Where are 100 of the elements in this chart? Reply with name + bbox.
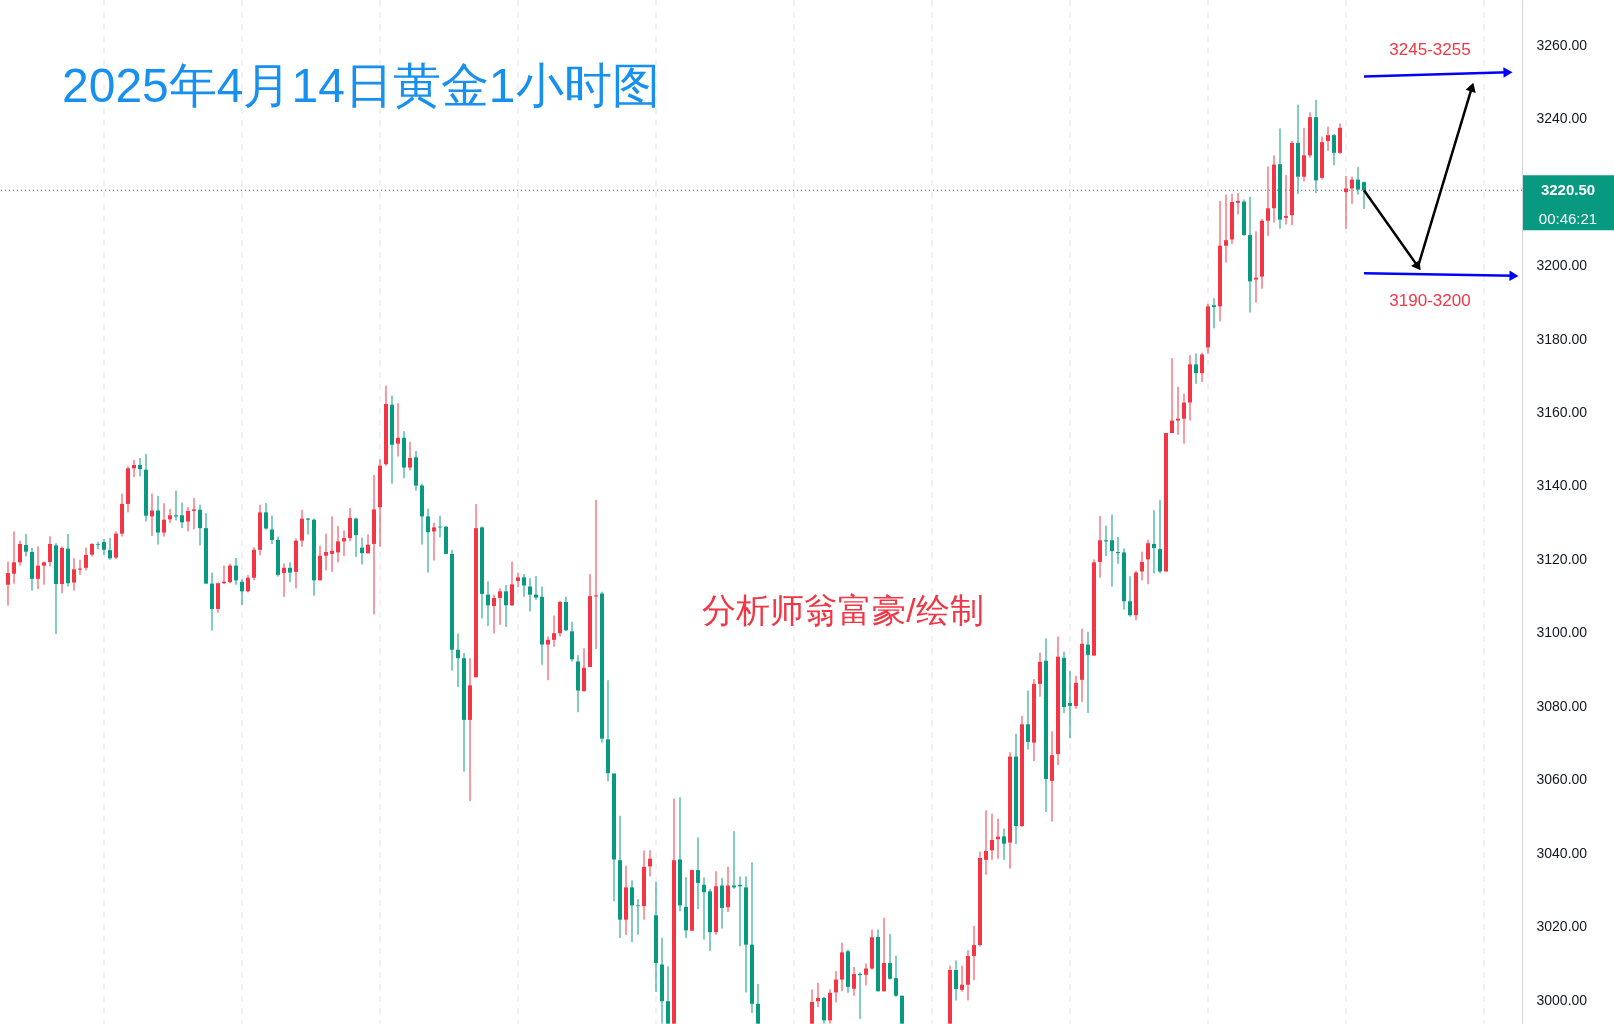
candlestick [78, 559, 82, 576]
candlestick [504, 584, 508, 628]
candlestick [1128, 575, 1132, 618]
annotation: 3190-3200 [1389, 291, 1471, 310]
candlestick [756, 983, 760, 1024]
candlestick [498, 587, 502, 626]
candlestick [354, 517, 358, 558]
candlestick [36, 546, 40, 590]
candlestick [486, 580, 490, 627]
candlestick [366, 533, 370, 555]
candlestick [426, 508, 430, 574]
candlestick [852, 966, 856, 997]
candlestick [1068, 670, 1072, 739]
candlestick [1176, 386, 1180, 436]
candlestick [186, 506, 190, 532]
y-tick-label: 3100.00 [1536, 624, 1588, 641]
candlestick [198, 504, 202, 546]
candlestick [1140, 551, 1144, 581]
candlestick [168, 508, 172, 524]
candlestick [300, 509, 304, 548]
y-tick-label: 3020.00 [1536, 918, 1588, 935]
candlestick [162, 502, 166, 538]
candlestick [1350, 176, 1354, 205]
candlestick [696, 836, 700, 910]
candlestick [1146, 539, 1150, 585]
candlestick [516, 572, 520, 588]
candlestick [342, 529, 346, 557]
candlestick [594, 499, 598, 650]
candlestick [330, 515, 334, 573]
candlestick [954, 959, 958, 1001]
candlestick [1224, 194, 1228, 264]
candlestick [12, 530, 16, 585]
candlestick [1098, 515, 1102, 579]
candlestick [1194, 352, 1198, 385]
candlestick [1152, 509, 1156, 574]
candlestick [360, 537, 364, 566]
candlestick [1038, 652, 1042, 698]
y-tick-label: 3000.00 [1536, 991, 1588, 1008]
text: 2025年4月14日黄金1小时图 [62, 59, 660, 112]
candlestick [336, 525, 340, 563]
candlestick [84, 547, 88, 571]
candlestick [702, 876, 706, 941]
y-tick-label: 3260.00 [1536, 36, 1588, 53]
candlestick [48, 535, 52, 567]
y-tick-label: 3160.00 [1536, 403, 1588, 420]
candlestick [546, 636, 550, 681]
candlestick [630, 879, 634, 943]
candlestick [138, 457, 142, 477]
candlestick [1326, 126, 1330, 152]
candlestick [1332, 133, 1336, 166]
candlestick [822, 996, 826, 1024]
candlestick [858, 971, 862, 1020]
candlestick [726, 866, 730, 913]
candlestick [96, 541, 100, 550]
candlestick [648, 849, 652, 877]
candlestick [1110, 514, 1114, 588]
candlestick [810, 988, 814, 1024]
y-tick-label: 3040.00 [1536, 844, 1588, 861]
candlestick [180, 501, 184, 529]
candlestick [960, 965, 964, 993]
candlestick [156, 495, 160, 546]
candlestick [192, 497, 196, 530]
y-tick-label: 3120.00 [1536, 550, 1588, 567]
candlestick [894, 955, 898, 998]
y-tick-label: 3140.00 [1536, 477, 1588, 494]
candlestick [552, 615, 556, 648]
candlestick [270, 515, 274, 545]
candlestick [522, 573, 526, 598]
annotation: 分析师翁富豪/绘制 [702, 591, 984, 629]
candlestick [1344, 175, 1348, 230]
y-tick-label: 3200.00 [1536, 257, 1588, 274]
candlestick [288, 561, 292, 583]
candlestick [102, 538, 106, 556]
candlestick [396, 402, 400, 458]
candlestick [1074, 675, 1078, 710]
candlestick [1200, 352, 1204, 383]
annotation: 3245-3255 [1389, 40, 1471, 59]
y-tick-label: 3240.00 [1536, 110, 1588, 127]
candlestick [1236, 192, 1240, 215]
candlestick [1266, 165, 1270, 237]
candlestick [240, 578, 244, 606]
candlestick [1086, 631, 1090, 714]
candlestick [306, 517, 310, 535]
text: 00:46:21 [1538, 210, 1598, 227]
candlestick [528, 577, 532, 613]
ref-line-label: 3220.50 [1540, 181, 1596, 199]
candlestick [408, 441, 412, 471]
candlestick [228, 563, 232, 584]
candlestick [492, 594, 496, 634]
candlestick [1302, 127, 1306, 182]
candlestick [1026, 690, 1030, 751]
candlestick [972, 925, 976, 981]
candlestick [1284, 174, 1288, 225]
candlestick [1104, 525, 1108, 557]
candlestick [234, 557, 238, 586]
candlestick [1170, 357, 1174, 434]
candlestick [18, 540, 22, 567]
candlestick [108, 537, 112, 561]
candlestick [432, 522, 436, 561]
candlestick [24, 533, 28, 557]
